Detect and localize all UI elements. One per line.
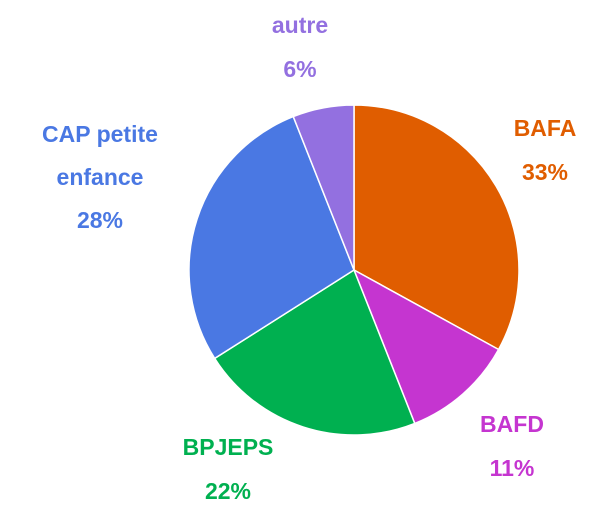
value-label: 11%	[489, 455, 535, 481]
pie-slice	[188, 115, 355, 360]
slice-label: BPJEPS 22%	[183, 425, 274, 513]
value-label: 22%	[204, 478, 252, 504]
value-label: 33%	[521, 159, 569, 185]
category-name: BAFA	[513, 115, 577, 141]
pie-slice	[213, 268, 416, 436]
pie-slice	[353, 104, 520, 351]
pie-slice	[352, 268, 500, 425]
category-name: BPJEPS	[182, 434, 274, 460]
value-label: 28%	[76, 207, 124, 233]
category-name: CAP petite enfance	[42, 121, 158, 190]
value-label: 6%	[283, 56, 317, 82]
slice-label: BAFA 33%	[514, 106, 577, 194]
pie-slice	[292, 104, 355, 271]
slice-label: CAP petite enfance 28%	[25, 113, 175, 242]
slice-label: autre 6%	[272, 3, 328, 91]
category-name: autre	[271, 12, 329, 38]
category-name: BAFD	[480, 411, 544, 437]
slice-label: BAFD 11%	[480, 402, 544, 490]
